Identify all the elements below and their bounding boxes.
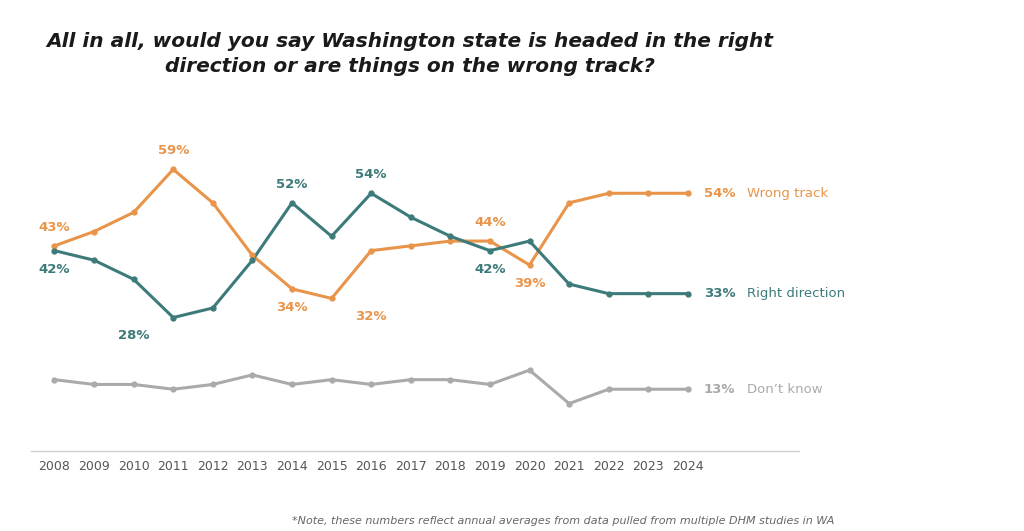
Text: 28%: 28% — [118, 329, 150, 342]
Text: 33%: 33% — [703, 287, 735, 300]
Text: 52%: 52% — [276, 178, 307, 191]
Text: 13%: 13% — [703, 383, 735, 396]
Text: *Note, these numbers reflect annual averages from data pulled from multiple DHM : *Note, these numbers reflect annual aver… — [292, 516, 835, 526]
Text: 43%: 43% — [39, 221, 71, 234]
Text: 54%: 54% — [355, 168, 387, 182]
Text: Wrong track: Wrong track — [748, 187, 828, 200]
Text: 34%: 34% — [276, 301, 308, 314]
Text: All in all, would you say Washington state is headed in the right
direction or a: All in all, would you say Washington sta… — [46, 32, 773, 76]
Text: 54%: 54% — [703, 187, 735, 200]
Text: 42%: 42% — [39, 263, 71, 276]
Text: 32%: 32% — [355, 310, 387, 323]
Text: 59%: 59% — [158, 144, 188, 158]
Text: 42%: 42% — [474, 263, 506, 276]
Text: Right direction: Right direction — [748, 287, 846, 300]
Text: 39%: 39% — [514, 277, 545, 290]
Text: 44%: 44% — [474, 216, 506, 229]
Text: Don’t know: Don’t know — [748, 383, 823, 396]
